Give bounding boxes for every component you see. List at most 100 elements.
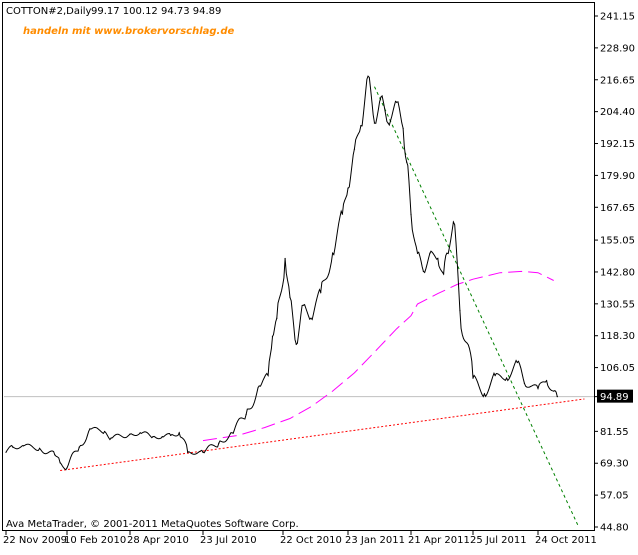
price-point	[516, 361, 518, 364]
price-point	[54, 454, 56, 456]
price-point	[139, 432, 141, 434]
price-point	[367, 75, 369, 77]
price-point	[78, 446, 80, 448]
price-point	[443, 273, 445, 275]
price-point	[553, 390, 555, 392]
price-point	[289, 296, 291, 299]
x-tick-label: 23 Jan 2011	[345, 535, 405, 546]
y-tick-label: 130.55	[600, 299, 635, 310]
price-point	[89, 428, 91, 430]
price-axis: 241.15 228.90 216.65 204.40 192.15 179.90 167.…	[594, 12, 635, 534]
price-point	[373, 122, 376, 124]
price-point	[422, 270, 424, 273]
price-point	[416, 252, 419, 254]
price-point	[446, 252, 448, 254]
price-point	[245, 413, 247, 416]
symbol-label: COTTON#2,Daily	[6, 6, 92, 17]
price-point	[459, 309, 461, 312]
price-point	[38, 447, 41, 450]
price-point	[218, 442, 220, 444]
y-tick-label: 216.65	[600, 75, 635, 86]
price-layer	[5, 75, 558, 471]
price-point	[483, 393, 486, 395]
price-point	[202, 451, 204, 453]
price-point	[353, 148, 356, 150]
price-point	[231, 432, 233, 434]
price-point	[396, 101, 398, 103]
price-point	[452, 221, 455, 223]
y-tick-label: 241.15	[600, 12, 635, 23]
y-tick-label: 204.40	[600, 107, 635, 118]
price-point	[406, 161, 408, 163]
price-point	[178, 432, 180, 434]
trendlines	[4, 86, 594, 528]
price-point	[347, 187, 349, 189]
price-point	[310, 317, 312, 319]
y-tick-label: 179.90	[600, 171, 635, 182]
price-point	[161, 436, 163, 438]
price-point	[284, 257, 286, 260]
y-tick-label: 44.80	[600, 523, 629, 534]
y-tick-label: 228.90	[600, 43, 635, 54]
price-point	[360, 125, 362, 127]
x-tick-label: 23 Jul 2010	[200, 535, 257, 546]
support-trendline	[60, 398, 585, 472]
x-tick-label: 25 Jul 2011	[470, 535, 527, 546]
current-price-label: 94.89	[600, 392, 629, 403]
price-point	[320, 291, 322, 293]
x-tick-label: 22 Nov 2009	[3, 535, 67, 546]
x-tick-label: 24 Oct 2011	[535, 535, 597, 546]
y-tick-label: 118.30	[600, 331, 635, 342]
moving-average-line	[202, 270, 554, 442]
price-point	[429, 252, 431, 254]
price-point	[295, 343, 297, 345]
copyright-text: Ava MetaTrader, © 2001-2011 MetaQuotes S…	[6, 519, 299, 530]
price-point	[302, 304, 304, 306]
price-point	[129, 433, 131, 435]
price-point	[170, 434, 172, 436]
price-point	[380, 96, 382, 98]
price-point	[59, 462, 61, 464]
price-point	[494, 374, 496, 377]
x-tick-label: 10 Feb 2010	[64, 535, 126, 546]
price-point	[387, 122, 389, 124]
plot-frame	[2, 2, 595, 531]
x-tick-label: 28 Apr 2010	[127, 535, 189, 546]
price-series-line	[5, 75, 558, 471]
price-point	[341, 213, 344, 215]
y-tick-label: 167.65	[600, 203, 635, 214]
x-tick-label: 21 Apr 2011	[408, 535, 470, 546]
current-price-label-bg	[597, 389, 633, 403]
price-point	[104, 430, 106, 433]
price-point	[402, 127, 404, 129]
price-point	[523, 382, 526, 384]
price-point	[271, 335, 274, 338]
price-point	[66, 467, 68, 469]
price-point	[545, 380, 548, 382]
price-point	[505, 377, 508, 379]
price-point	[276, 317, 278, 319]
price-point	[22, 445, 25, 447]
downtrend-line	[374, 86, 580, 528]
y-tick-label: 142.80	[600, 267, 635, 278]
price-point	[472, 377, 474, 379]
moving-average-layer	[202, 270, 554, 442]
y-tick-label: 192.15	[600, 139, 635, 150]
price-point	[537, 387, 539, 390]
ohlc-values: 99.17 100.12 94.73 94.89	[91, 6, 221, 17]
y-tick-label: 106.05	[600, 363, 635, 374]
y-tick-label: 81.55	[600, 427, 629, 438]
price-point	[187, 451, 189, 453]
y-tick-label: 69.30	[600, 459, 629, 470]
price-point	[12, 446, 14, 448]
y-tick-label: 155.05	[600, 236, 635, 247]
price-point	[267, 374, 269, 377]
price-point	[258, 385, 260, 387]
promo-text: handeln mit www.brokervorschlag.de	[23, 26, 235, 37]
price-point	[152, 436, 154, 438]
price-point	[556, 396, 558, 398]
price-point	[410, 213, 412, 215]
